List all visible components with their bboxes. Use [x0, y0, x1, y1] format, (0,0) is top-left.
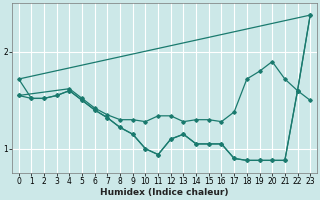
- X-axis label: Humidex (Indice chaleur): Humidex (Indice chaleur): [100, 188, 229, 197]
